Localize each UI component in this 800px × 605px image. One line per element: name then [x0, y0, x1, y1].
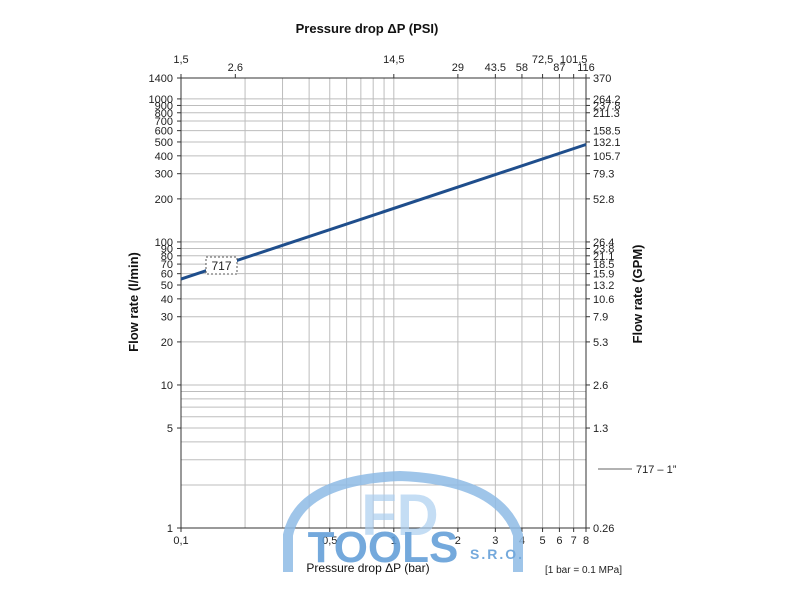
bottom-tick-label: 5: [539, 535, 545, 547]
left-tick-label: 40: [161, 294, 173, 306]
top-tick-label: 29: [452, 62, 464, 74]
watermark-arc: [283, 470, 523, 572]
bottom-tick-label: 2: [455, 535, 461, 547]
right-tick-label: 2.6: [593, 380, 608, 392]
right-tick-label: 15.9: [593, 269, 614, 281]
right-tick-label: 1.3: [593, 423, 608, 435]
top-tick-label: 87: [553, 62, 565, 74]
right-tick-label: 132.1: [593, 137, 621, 149]
left-tick-label: 300: [155, 169, 173, 181]
right-tick-label: 21.1: [593, 251, 614, 263]
bottom-tick-label: 1: [391, 535, 397, 547]
legend: 717 – 1”: [598, 464, 677, 476]
right-tick-label: 211.3: [593, 108, 620, 120]
top-tick-label: 58: [516, 62, 528, 74]
bottom-tick-label: 0,5: [322, 535, 337, 547]
right-tick-label: 7.9: [593, 312, 608, 324]
watermark-tools: TOOLS: [308, 523, 459, 572]
left-tick-label: 500: [155, 137, 173, 149]
left-tick-label: 1400: [149, 73, 173, 85]
grid: [181, 78, 586, 528]
right-tick-label: 13.2: [593, 280, 614, 292]
left-tick-label: 1000: [149, 94, 173, 106]
series-line-717: [180, 143, 587, 281]
right-tick-label: 158.5: [593, 126, 621, 138]
left-tick-label: 700: [155, 116, 173, 128]
tick-labels: 0,1 0,5 1 2 3 4 5 6 7 81,52.614,529 43.5 5872,58710…: [149, 54, 621, 547]
left-tick-label: 10: [161, 380, 173, 392]
left-tick-label: 200: [155, 194, 173, 206]
watermark-monogram: FD: [361, 483, 438, 548]
top-tick-label: 2.6: [228, 62, 243, 74]
left-tick-label: 80: [161, 251, 173, 263]
left-tick-label: 70: [161, 259, 173, 271]
top-tick-label: 14,5: [383, 54, 404, 66]
top-tick-label: 1,5: [173, 54, 188, 66]
left-tick-label: 1: [167, 523, 173, 535]
top-tick-label: 116: [577, 62, 595, 74]
left-tick-label: 20: [161, 337, 173, 349]
bottom-tick-label: 3: [492, 535, 498, 547]
bottom-tick-label: 8: [583, 535, 589, 547]
bottom-axis-title: Pressure drop ΔP (bar): [306, 561, 429, 575]
right-tick-label: 237.8: [593, 100, 621, 112]
left-tick-label: 900: [155, 100, 173, 112]
curve-label: 717: [211, 259, 231, 273]
watermark-suffix: S.R.O.: [470, 546, 524, 562]
legend-label: 717 – 1”: [636, 464, 677, 476]
left-tick-label: 100: [155, 237, 173, 249]
bottom-tick-label: 0,1: [173, 535, 188, 547]
right-tick-label: 105.7: [593, 151, 621, 163]
bottom-tick-label: 7: [571, 535, 577, 547]
right-tick-label: 264.2: [593, 94, 621, 106]
left-tick-label: 50: [161, 280, 173, 292]
left-tick-label: 30: [161, 312, 173, 324]
right-tick-label: 26.4: [593, 237, 614, 249]
plot-frame: [180, 77, 587, 529]
right-tick-label: 0.26: [593, 523, 614, 535]
right-tick-label: 10.6: [593, 294, 614, 306]
left-tick-label: 90: [161, 243, 173, 255]
right-tick-label: 370: [593, 73, 611, 85]
right-axis-title: Flow rate (GPM): [630, 245, 645, 344]
unit-footnote: [1 bar = 0.1 MPa]: [545, 565, 622, 576]
left-tick-label: 600: [155, 126, 173, 138]
top-axis-title: Pressure drop ΔP (PSI): [296, 21, 439, 36]
left-axis-title: Flow rate (l/min): [126, 252, 141, 352]
bottom-tick-label: 6: [556, 535, 562, 547]
right-tick-label: 52.8: [593, 194, 614, 206]
right-tick-label: 79.3: [593, 169, 614, 181]
watermark-logo: FD TOOLS S.R.O.: [283, 470, 524, 572]
right-tick-label: 18.5: [593, 259, 614, 271]
right-tick-label: 5.3: [593, 337, 608, 349]
left-tick-label: 800: [155, 108, 173, 120]
left-tick-label: 5: [167, 423, 173, 435]
top-tick-label: 72,5: [532, 54, 553, 66]
top-tick-label: 43.5: [485, 62, 506, 74]
left-tick-label: 60: [161, 269, 173, 281]
curve-label-box: [205, 256, 238, 275]
top-tick-label: 101,5: [560, 54, 588, 66]
left-tick-label: 400: [155, 151, 173, 163]
plot-border: [180, 77, 587, 529]
series-layer: 717: [180, 143, 587, 281]
right-tick-label: 23.8: [593, 243, 614, 255]
